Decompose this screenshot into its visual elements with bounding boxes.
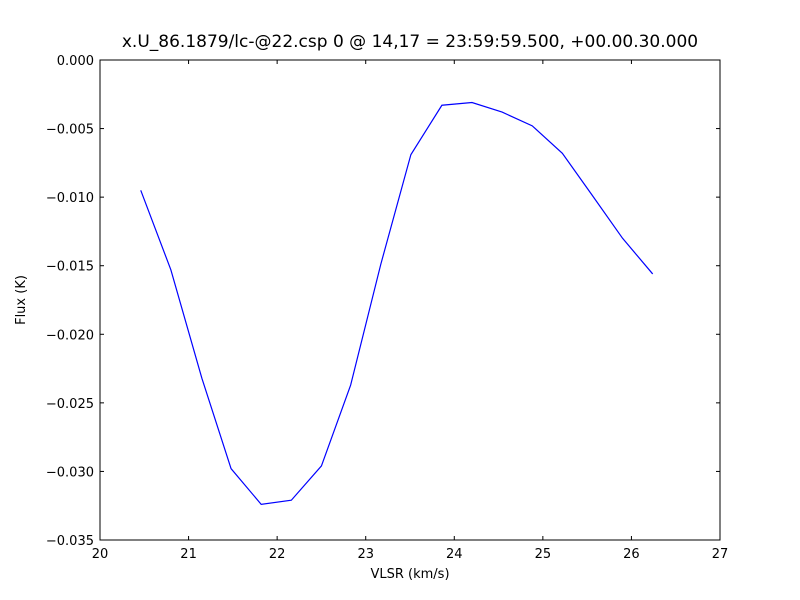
x-tick-label: 23 bbox=[357, 547, 374, 562]
y-tick-label: −0.025 bbox=[46, 397, 94, 412]
x-axis-label: VLSR (km/s) bbox=[370, 567, 449, 582]
x-tick-label: 26 bbox=[623, 547, 640, 562]
x-tick-label: 27 bbox=[712, 547, 729, 562]
y-tick-label: −0.030 bbox=[46, 465, 94, 480]
x-tick-label: 20 bbox=[92, 547, 109, 562]
y-tick-label: −0.010 bbox=[46, 191, 94, 206]
y-tick-label: −0.015 bbox=[46, 260, 94, 275]
x-tick-label: 24 bbox=[446, 547, 463, 562]
chart-title: x.U_86.1879/lc-@22.csp 0 @ 14,17 = 23:59… bbox=[122, 32, 698, 52]
y-tick-label: −0.035 bbox=[46, 534, 94, 549]
y-axis-label: Flux (K) bbox=[14, 275, 29, 325]
x-tick-label: 22 bbox=[269, 547, 286, 562]
y-tick-label: −0.020 bbox=[46, 328, 94, 343]
x-tick-label: 25 bbox=[535, 547, 552, 562]
plot-frame bbox=[99, 59, 721, 541]
x-tick-label: 21 bbox=[180, 547, 197, 562]
y-tick-label: −0.005 bbox=[46, 123, 94, 138]
data-line bbox=[140, 101, 654, 505]
y-tick-label: 0.000 bbox=[57, 54, 94, 69]
